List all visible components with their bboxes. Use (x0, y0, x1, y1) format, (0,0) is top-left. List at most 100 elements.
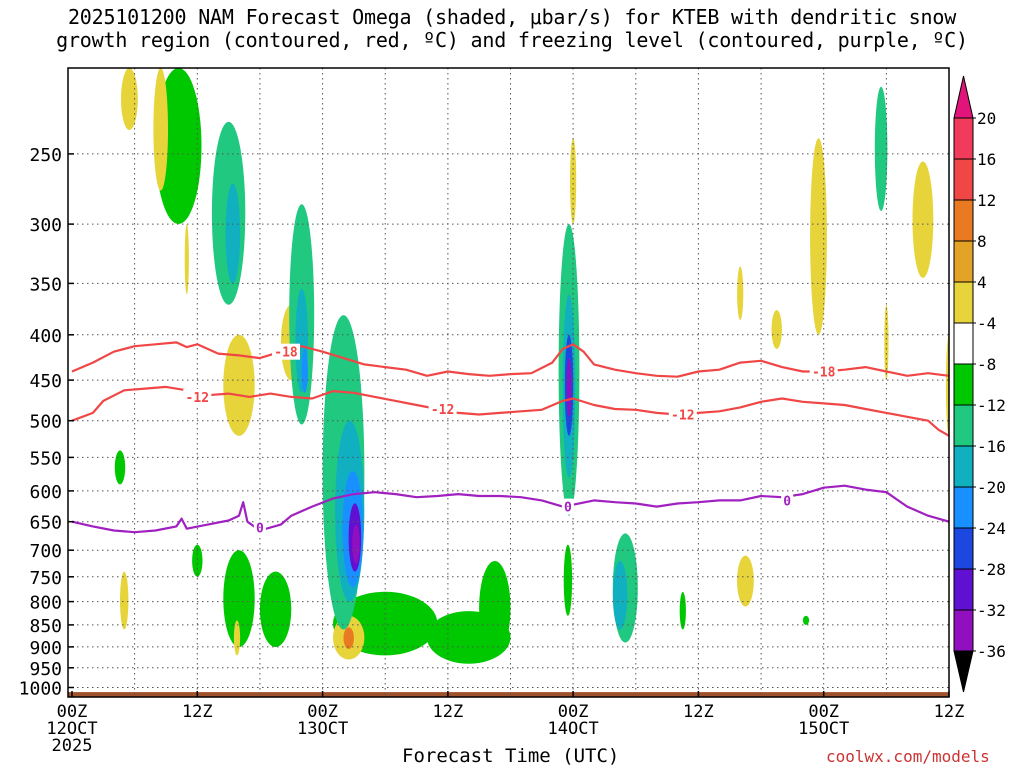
colorbar-segment-12 (953, 609, 974, 652)
x-tick-label-2-1: 13OCT (297, 719, 348, 739)
chart-title-line-1: 2025101200 NAM Forecast Omega (shaded, μ… (67, 5, 957, 29)
omega-shaded-region-6 (114, 450, 126, 485)
y-tick-label-950: 950 (29, 659, 62, 680)
contour-label-0-1: -18 (812, 366, 836, 381)
contour-label-1-2: -12 (671, 409, 694, 424)
x-tick-label-2-0: 00Z (307, 702, 338, 722)
y-tick-label-900: 900 (29, 638, 62, 659)
omega-shaded-region-3 (225, 183, 241, 284)
omega-shaded-region-42 (945, 334, 949, 436)
contour-label-bg-1-2 (668, 406, 697, 423)
x-axis-label: Forecast Time (UTC) (402, 745, 620, 767)
contour-label-1-0: -12 (186, 391, 209, 406)
contour-label-1-1: -12 (431, 403, 454, 418)
contour-label-bg-2-1 (561, 498, 574, 515)
omega-shaded-region-17 (479, 561, 511, 656)
site-credit-link[interactable]: coolwx.com/models (826, 747, 990, 766)
omega-shaded-region-21 (343, 627, 354, 649)
x-tick-label-0-2: 2025 (52, 736, 93, 756)
y-tick-label-450: 450 (29, 371, 62, 392)
colorbar-segment-0 (953, 117, 974, 160)
contour-label-2-0: 0 (256, 522, 264, 537)
x-tick-label-0-1: 12OCT (46, 719, 97, 739)
colorbar-label-7: -12 (977, 396, 1006, 415)
colorbar-segment-8 (953, 445, 974, 488)
x-tick-label-0-0: 00Z (57, 702, 88, 722)
contour-label-2-2: 0 (783, 494, 791, 509)
y-tick-label-600: 600 (29, 482, 62, 503)
colorbar-label-4: 4 (977, 273, 987, 292)
omega-shaded-region-28 (563, 544, 573, 616)
chart-title: 2025101200 NAM Forecast Omega (shaded, μ… (0, 6, 1024, 52)
colorbar-segment-1 (953, 158, 974, 201)
contour-line-0 (71, 341, 949, 378)
colorbar-segment-4 (953, 281, 974, 324)
omega-shaded-region-27 (566, 358, 572, 417)
y-tick-label-1000: 1000 (19, 679, 62, 700)
contour-label-0-0: -18 (274, 346, 298, 361)
x-tick-label-1-0: 12Z (182, 702, 213, 722)
y-tick-label-350: 350 (29, 274, 62, 295)
omega-shaded-region-29 (570, 138, 577, 225)
omega-shaded-region-43 (184, 224, 189, 295)
x-tick-label-4-0: 00Z (558, 702, 589, 722)
omega-shaded-region-35 (771, 310, 782, 349)
omega-shaded-region-40 (802, 615, 810, 626)
contour-line-1 (71, 385, 949, 437)
contour-label-2-1: 0 (564, 501, 572, 516)
omega-shaded-region-37 (874, 86, 888, 211)
y-tick-label-400: 400 (29, 326, 62, 347)
colorbar-label-9: -20 (977, 478, 1006, 497)
y-tick-label-650: 650 (29, 513, 62, 534)
colorbar-label-0: 20 (977, 109, 996, 128)
x-tick-label-4-1: 14OCT (548, 719, 599, 739)
colorbar-label-1: 16 (977, 150, 996, 169)
x-tick-label-3-0: 12Z (433, 702, 464, 722)
y-tick-label-300: 300 (29, 215, 62, 236)
y-tick-label-250: 250 (29, 145, 62, 166)
omega-shaded-region-44 (153, 68, 168, 191)
colorbar-segment-5 (953, 322, 974, 365)
omega-shaded-region-33 (737, 555, 754, 607)
chart-title-line-2: growth region (contoured, red, ºC) and f… (56, 28, 968, 52)
colorbar-segment-10 (953, 527, 974, 570)
colorbar-segment-9 (953, 486, 974, 529)
omega-shaded-region-5 (223, 334, 255, 436)
colorbar-segment-6 (953, 363, 974, 406)
omega-shaded-region-0 (120, 68, 138, 130)
x-tick-label-6-0: 00Z (808, 702, 839, 722)
omega-shaded-region-9 (301, 349, 308, 393)
y-tick-label-550: 550 (29, 448, 62, 469)
x-tick-label-5-0: 12Z (683, 702, 714, 722)
colorbar-label-8: -16 (977, 437, 1006, 456)
omega-shaded-region-32 (679, 591, 686, 630)
colorbar-label-2: 12 (977, 191, 996, 210)
omega-shaded-region-14 (352, 524, 360, 564)
omega-shaded-region-39 (884, 304, 889, 381)
omega-shaded-region-22 (120, 571, 129, 630)
y-tick-label-500: 500 (29, 412, 62, 433)
contour-label-bg-0-1 (809, 363, 838, 380)
omega-shaded-region-18 (223, 550, 255, 647)
ground-surface-band (68, 692, 949, 697)
y-tick-label-700: 700 (29, 541, 62, 562)
colorbar-segment-3 (953, 240, 974, 283)
y-tick-label-800: 800 (29, 593, 62, 614)
contour-label-bg-0-0 (272, 343, 300, 360)
y-tick-label-750: 750 (29, 568, 62, 589)
colorbar-segment-7 (953, 404, 974, 447)
omega-shaded-region-36 (810, 138, 827, 335)
omega-shaded-region-19 (259, 571, 292, 647)
omega-shaded-region-34 (737, 266, 744, 321)
colorbar-label-3: 8 (977, 232, 987, 251)
y-tick-label-850: 850 (29, 616, 62, 637)
x-tick-label-6-1: 15OCT (798, 719, 849, 739)
omega-shaded-region-38 (912, 161, 934, 278)
x-tick-label-7-0: 12Z (934, 702, 965, 722)
contour-label-bg-2-0 (253, 519, 266, 536)
contour-label-bg-2-2 (781, 492, 794, 509)
colorbar-segment-11 (953, 568, 974, 611)
omega-shaded-region-31 (612, 561, 628, 630)
colorbar-bottom-arrow (953, 650, 974, 693)
